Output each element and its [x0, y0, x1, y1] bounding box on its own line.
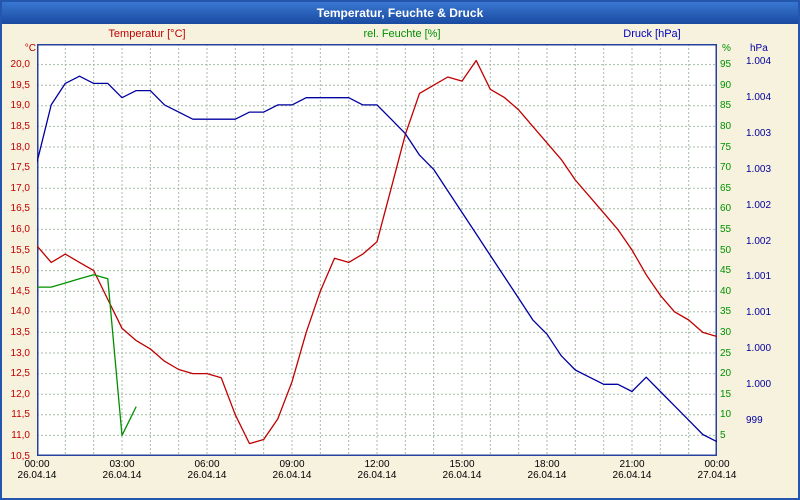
x-tick: 09:00 26.04.14: [273, 459, 312, 481]
pres-ticks-label: 1.004: [746, 56, 772, 68]
x-tick: 12:00 26.04.14: [358, 459, 397, 481]
series-temperature: [37, 59, 717, 445]
x-tick: 18:00 26.04.14: [528, 459, 567, 481]
temp-ticks-label: 13,0: [10, 347, 30, 359]
legend-humidity: rel. Feuchte [%]: [363, 28, 441, 40]
temp-ticks-label: 17,0: [10, 182, 30, 194]
temp-axis-unit: °C: [24, 43, 36, 54]
series-pressure: [37, 75, 717, 443]
hum-ticks-label: 40: [720, 285, 732, 297]
x-tick-time: 06:00: [194, 459, 220, 470]
x-tick: 00:00 27.04.14: [698, 459, 737, 481]
hum-ticks-label: 10: [720, 409, 732, 421]
x-tick-time: 18:00: [534, 459, 560, 470]
x-tick: 00:00 26.04.14: [18, 459, 57, 481]
x-tick-date: 26.04.14: [102, 470, 142, 481]
x-tick-date: 26.04.14: [612, 470, 652, 481]
plot-area: [37, 44, 717, 456]
temp-ticks-label: 14,5: [10, 285, 30, 297]
x-tick-date: 26.04.14: [17, 470, 57, 481]
hum-ticks-label: 70: [720, 162, 732, 174]
hum-ticks-label: 50: [720, 244, 732, 256]
x-tick-date: 26.04.14: [527, 470, 567, 481]
hum-ticks-label: 95: [720, 59, 732, 71]
humidity-axis-ticks: 95 90 85 80 75 70 65 60 55 50 45 40 35 30 25 20 15 10 5: [720, 44, 744, 456]
temp-ticks-label: 18,0: [10, 141, 30, 153]
x-tick-date: 26.04.14: [357, 470, 397, 481]
chart-canvas: [37, 44, 717, 456]
temp-ticks-label: 16,0: [10, 223, 30, 235]
pressure-axis-ticks: 1.004 1.004 1.003 1.003 1.002 1.002 1.001 1.001…: [746, 44, 786, 456]
hum-ticks-label: 25: [720, 347, 732, 359]
x-tick-time: 09:00: [279, 459, 305, 470]
hum-ticks-label: 5: [720, 429, 726, 441]
pres-ticks-label: 1.001: [746, 271, 772, 283]
temp-ticks-label: 12,0: [10, 388, 30, 400]
temp-ticks-label: 10,5: [10, 450, 30, 462]
pres-ticks-label: 1.004: [746, 92, 772, 104]
time-axis-ticks: 00:00 26.04.14 03:00 26.04.14 06:00 26.04.14 0…: [18, 459, 737, 487]
hum-ticks-label: 75: [720, 141, 732, 153]
temp-ticks-label: 15,5: [10, 244, 30, 256]
window-title: Temperatur, Feuchte & Druck: [316, 6, 484, 20]
humidity-axis-unit: %: [722, 43, 731, 54]
x-tick-date: 27.04.14: [697, 470, 737, 481]
x-tick-time: 21:00: [619, 459, 645, 470]
hum-ticks-label: 90: [720, 79, 732, 91]
pres-ticks-label: 999: [746, 414, 763, 426]
x-tick-time: 03:00: [109, 459, 135, 470]
x-tick-date: 26.04.14: [442, 470, 482, 481]
x-tick-date: 26.04.14: [187, 470, 227, 481]
pressure-axis-unit: hPa: [750, 43, 768, 54]
legend-pressure: Druck [hPa]: [623, 28, 681, 40]
legend-temperature: Temperatur [°C]: [108, 28, 186, 40]
x-tick-time: 15:00: [449, 459, 475, 470]
temp-ticks-label: 15,0: [10, 265, 30, 277]
temp-ticks-label: 14,0: [10, 306, 30, 318]
pres-ticks-label: 1.002: [746, 199, 772, 211]
title-bar[interactable]: Temperatur, Feuchte & Druck: [2, 2, 798, 24]
x-tick: 15:00 26.04.14: [443, 459, 482, 481]
temp-ticks-label: 12,5: [10, 368, 30, 380]
pres-ticks-label: 1.003: [746, 128, 772, 140]
x-tick-date: 26.04.14: [272, 470, 312, 481]
pres-ticks-label: 1.000: [746, 343, 772, 355]
x-tick: 06:00 26.04.14: [188, 459, 227, 481]
temp-ticks-label: 17,5: [10, 162, 30, 174]
pres-ticks-label: 1.003: [746, 163, 772, 175]
x-tick-time: 00:00: [704, 459, 730, 470]
hum-ticks-label: 55: [720, 223, 732, 235]
hum-ticks-label: 45: [720, 265, 732, 277]
pres-ticks-label: 1.000: [746, 378, 772, 390]
hum-ticks-label: 35: [720, 306, 732, 318]
hum-ticks-label: 60: [720, 203, 732, 215]
hum-ticks-label: 15: [720, 388, 732, 400]
x-tick-time: 12:00: [364, 459, 390, 470]
temp-ticks-label: 20,0: [10, 59, 30, 71]
x-tick: 21:00 26.04.14: [613, 459, 652, 481]
temp-ticks-label: 19,0: [10, 100, 30, 112]
temp-ticks-label: 19,5: [10, 79, 30, 91]
hum-ticks-label: 20: [720, 368, 732, 380]
hum-ticks-label: 30: [720, 326, 732, 338]
x-tick-time: 00:00: [24, 459, 50, 470]
temp-ticks-label: 11,0: [11, 429, 30, 441]
hum-ticks-label: 65: [720, 182, 732, 194]
temp-ticks-label: 13,5: [10, 326, 30, 338]
temp-ticks-label: 18,5: [10, 120, 30, 132]
hum-ticks-label: 85: [720, 100, 732, 112]
x-tick: 03:00 26.04.14: [103, 459, 142, 481]
pres-ticks-label: 1.001: [746, 307, 772, 319]
series-humidity: [37, 274, 137, 437]
temp-ticks-label: 16,5: [10, 203, 30, 215]
temp-axis-ticks: 20,0 19,5 19,0 18,5 18,0 17,5 17,0 16,5 16,0 15,5…: [2, 44, 33, 461]
pres-ticks-label: 1.002: [746, 235, 772, 247]
temp-ticks-label: 11,5: [11, 409, 30, 421]
hum-ticks-label: 80: [720, 120, 732, 132]
